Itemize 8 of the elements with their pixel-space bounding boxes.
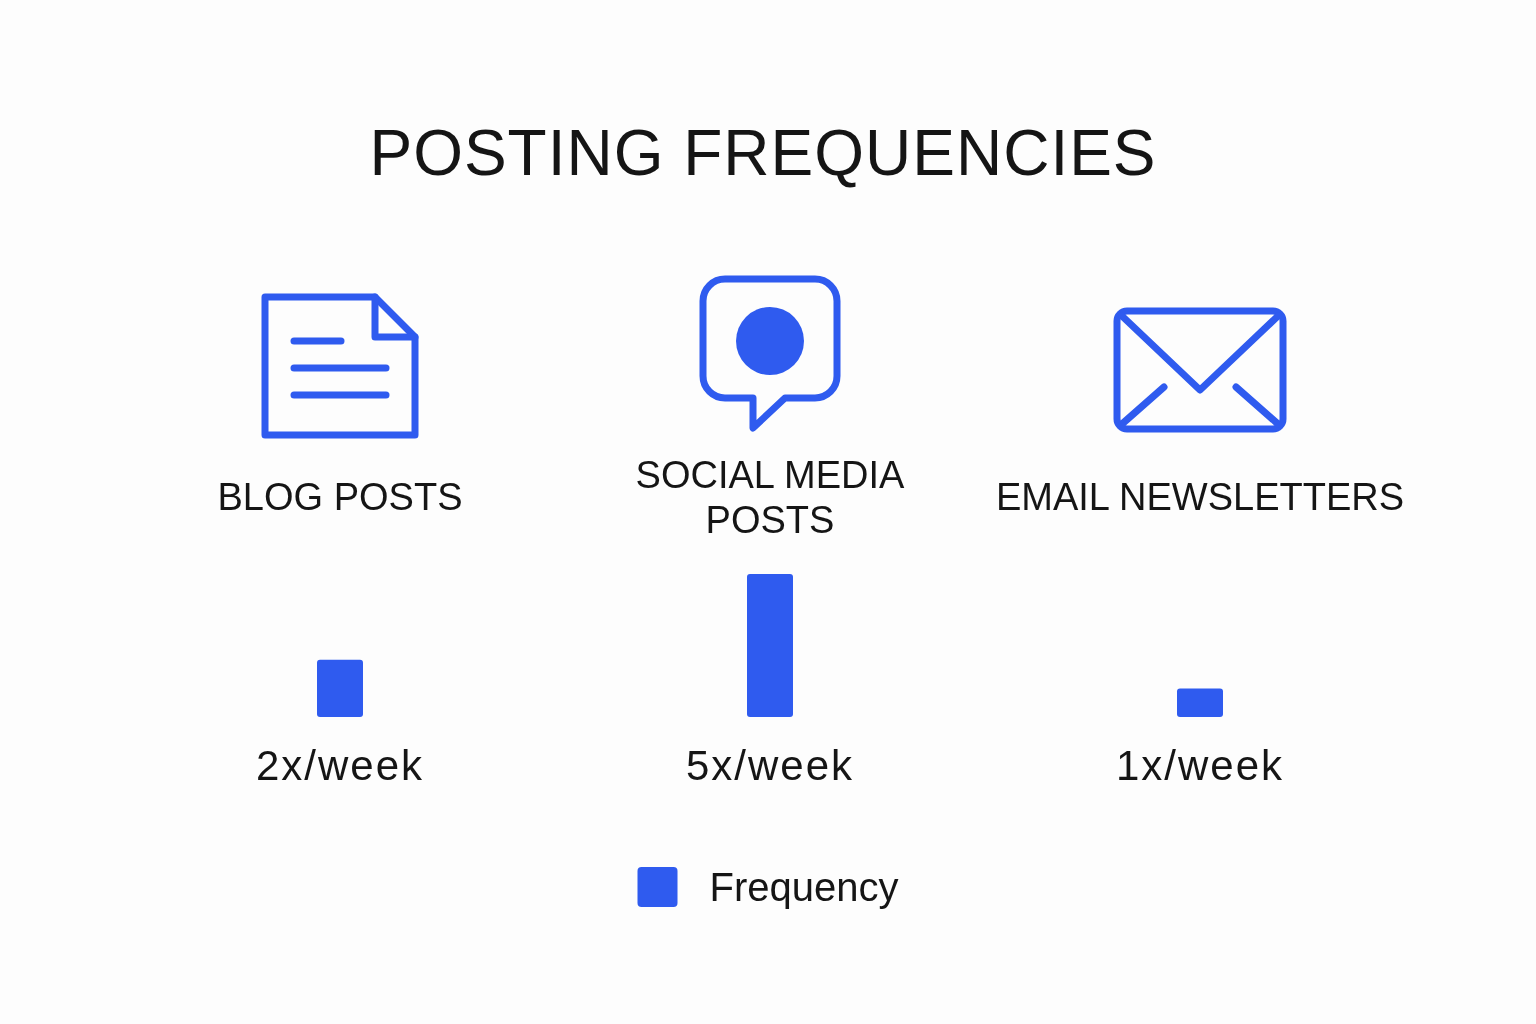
x-tick-label: SOCIAL MEDIA POSTS <box>635 453 906 541</box>
x-tick-label: EMAIL NEWSLETTERS <box>995 476 1405 518</box>
data-label: 2x/week <box>255 742 425 789</box>
x-tick-label: BLOG POSTS <box>217 476 463 518</box>
data-label: 5x/week <box>685 742 855 789</box>
data-label: 1x/week <box>1115 742 1285 789</box>
legend-label: Frequency <box>709 865 899 909</box>
chart-title: POSTING FREQUENCIES <box>369 117 1157 189</box>
